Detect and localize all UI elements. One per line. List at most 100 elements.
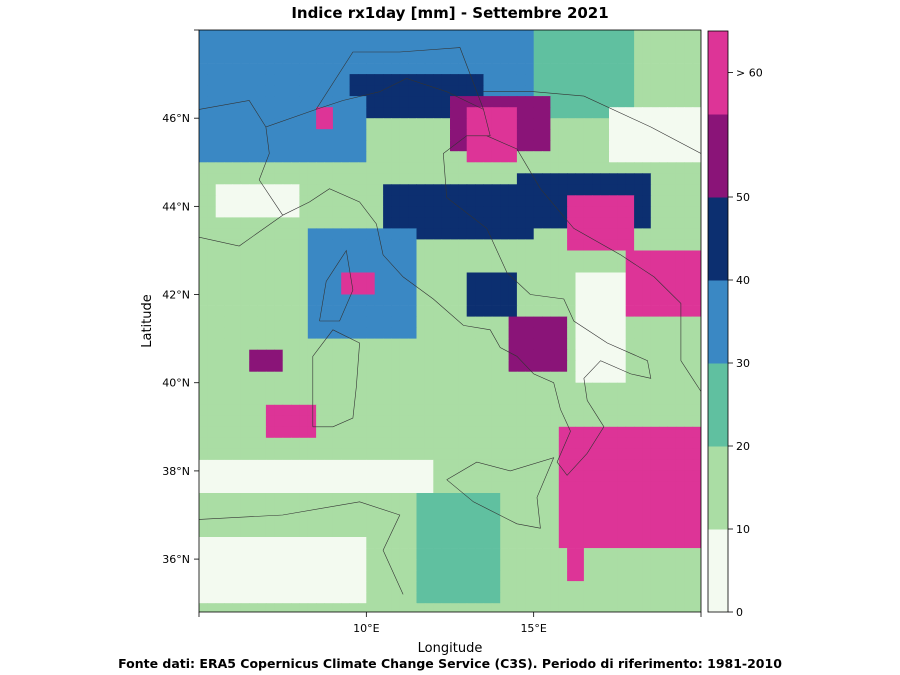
raster-cell — [408, 327, 417, 339]
raster-cell — [441, 129, 451, 141]
raster-cell — [408, 515, 417, 527]
raster-cell — [600, 162, 610, 174]
raster-cell — [349, 592, 359, 604]
raster-cell — [199, 338, 208, 350]
raster-cell — [458, 63, 468, 75]
raster-cell — [642, 118, 652, 130]
raster-cell — [265, 515, 275, 527]
raster-cell — [508, 107, 518, 119]
raster-cell — [441, 459, 451, 472]
raster-cell — [291, 603, 300, 612]
raster-cell — [583, 581, 593, 593]
raster-cell — [508, 63, 518, 75]
y-tick-label: 44°N — [162, 200, 190, 213]
raster-cell — [533, 217, 543, 229]
raster-cell — [583, 515, 593, 527]
raster-cell — [416, 261, 426, 273]
raster-cell — [265, 250, 275, 262]
raster-cell — [542, 206, 551, 218]
raster-cell — [508, 41, 518, 53]
raster-cell — [249, 371, 258, 384]
raster-cell — [592, 404, 601, 417]
y-tick-label: 42°N — [162, 289, 190, 302]
raster-cell — [307, 349, 317, 362]
raster-cell — [433, 85, 443, 97]
raster-cell — [307, 250, 317, 262]
raster-cell — [659, 173, 668, 185]
raster-cell — [358, 41, 367, 53]
raster-cell — [516, 426, 526, 439]
raster-cell — [349, 162, 359, 174]
raster-cell — [525, 96, 535, 108]
raster-cell — [391, 515, 401, 527]
raster-cell — [692, 515, 701, 527]
raster-cell — [374, 426, 384, 439]
raster-cell — [349, 338, 359, 350]
raster-cell — [583, 426, 593, 439]
raster-cell — [684, 559, 694, 571]
raster-cell — [316, 570, 325, 582]
raster-cell — [299, 316, 309, 328]
raster-cell — [424, 85, 434, 97]
raster-cell — [450, 195, 459, 207]
raster-cell — [659, 41, 668, 53]
raster-cell — [416, 250, 426, 262]
raster-cell — [450, 261, 459, 273]
raster-cell — [257, 459, 267, 472]
raster-cell — [199, 228, 208, 240]
raster-cell — [408, 195, 417, 207]
raster-cell — [466, 481, 476, 494]
raster-cell — [609, 41, 618, 53]
raster-cell — [600, 526, 610, 538]
raster-cell — [358, 107, 367, 119]
raster-cell — [332, 437, 342, 450]
raster-cell — [533, 537, 543, 549]
raster-cell — [282, 382, 292, 395]
raster-cell — [484, 614, 493, 625]
raster-cell — [634, 570, 643, 582]
raster-cell — [525, 592, 535, 604]
raster-cell — [274, 151, 284, 163]
raster-cell — [458, 592, 468, 604]
raster-cell — [374, 481, 384, 494]
raster-cell — [466, 570, 476, 582]
raster-cell — [467, 614, 476, 625]
raster-cell — [408, 272, 417, 284]
raster-cell — [383, 140, 392, 152]
raster-cell — [642, 426, 652, 439]
raster-cell — [349, 426, 359, 439]
raster-cell — [274, 129, 284, 141]
raster-cell — [441, 118, 451, 130]
raster-cell — [441, 537, 451, 549]
raster-cell — [625, 206, 635, 218]
raster-cell — [500, 195, 509, 207]
raster-cell — [240, 162, 250, 174]
raster-cell — [274, 195, 284, 207]
raster-cell — [374, 162, 384, 174]
raster-cell — [441, 261, 451, 273]
raster-cell — [533, 393, 543, 406]
raster-cell — [667, 52, 677, 64]
raster-cell — [316, 559, 325, 571]
raster-cell — [634, 515, 643, 527]
raster-cell — [675, 570, 685, 582]
raster-cell — [667, 459, 677, 472]
raster-cell — [349, 415, 359, 428]
raster-cell — [249, 107, 258, 119]
raster-cell — [383, 217, 392, 229]
raster-cell — [592, 74, 601, 86]
raster-cell — [416, 162, 426, 174]
raster-cell — [542, 52, 551, 64]
raster-cell — [240, 327, 250, 339]
raster-cell — [266, 614, 275, 625]
raster-cell — [274, 404, 284, 417]
raster-cell — [684, 404, 694, 417]
raster-cell — [625, 603, 635, 612]
raster-cell — [199, 283, 208, 295]
raster-cell — [316, 327, 325, 339]
raster-cell — [433, 129, 443, 141]
raster-cell — [458, 272, 468, 284]
raster-cell — [500, 41, 509, 53]
raster-cell — [274, 603, 284, 612]
raster-cell — [483, 305, 493, 317]
